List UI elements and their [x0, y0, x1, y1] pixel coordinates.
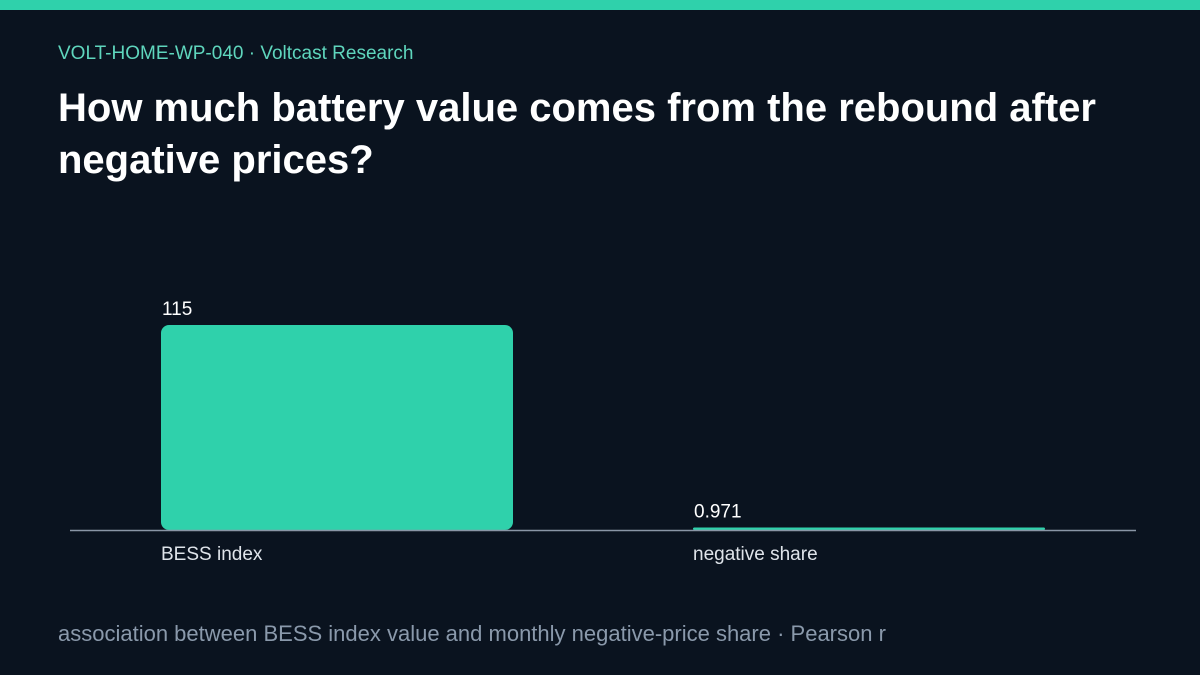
- bar-negative-share: [693, 527, 1045, 530]
- bar-value-label: 115: [162, 299, 192, 320]
- chart-caption: association between BESS index value and…: [58, 621, 886, 646]
- bar-value-label: 0.971: [694, 502, 742, 523]
- category-label: negative share: [693, 544, 818, 565]
- page-title: How much battery value comes from the re…: [58, 86, 1096, 182]
- top-accent-bar: [0, 0, 1200, 10]
- category-label: BESS index: [161, 544, 263, 565]
- labels-group: 115 BESS index 0.971 negative share: [161, 299, 818, 565]
- report-kicker: VOLT-HOME-WP-040 · Voltcast Research: [58, 43, 414, 64]
- bar-bess-index: [161, 325, 513, 530]
- bars-group: [161, 325, 1045, 530]
